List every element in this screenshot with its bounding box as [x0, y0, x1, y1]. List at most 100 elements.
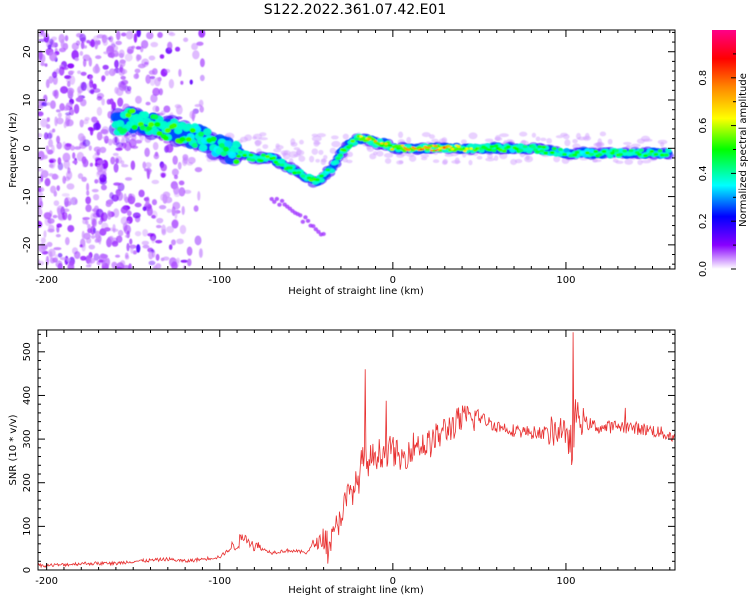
ridge-point — [380, 142, 384, 145]
noise-speckle — [290, 141, 298, 147]
ridge-point — [373, 139, 378, 143]
noise-speckle — [135, 54, 141, 62]
noise-speckle — [125, 137, 131, 143]
noise-speckle — [149, 76, 156, 87]
noise-speckle — [117, 229, 124, 237]
ridge-branch-point — [277, 202, 282, 207]
noise-speckle — [127, 85, 132, 92]
noise-speckle — [186, 246, 193, 256]
noise-speckle — [86, 190, 90, 196]
ridge-point — [422, 148, 425, 151]
noise-speckle — [160, 257, 165, 262]
noise-speckle — [280, 150, 289, 156]
noise-speckle — [115, 157, 120, 164]
noise-speckle — [64, 196, 72, 207]
noise-speckle — [80, 37, 87, 43]
noise-speckle — [641, 159, 652, 164]
noise-speckle — [66, 183, 75, 190]
snr-xlabel: Height of straight line (km) — [288, 585, 424, 596]
snr-frame — [37, 329, 676, 571]
noise-speckle — [128, 263, 132, 269]
noise-speckle — [150, 93, 158, 103]
noise-speckle — [113, 162, 119, 173]
noise-speckle — [103, 51, 110, 55]
noise-speckle — [176, 257, 181, 264]
noise-speckle — [136, 244, 141, 253]
noise-speckle — [158, 88, 163, 96]
ridge-point — [154, 121, 161, 128]
noise-speckle — [189, 110, 196, 120]
noise-speckle — [49, 100, 56, 109]
noise-speckle — [166, 225, 175, 234]
noise-speckle — [314, 141, 321, 145]
noise-speckle — [98, 235, 102, 245]
ridge-point — [350, 139, 356, 143]
noise-speckle — [75, 40, 81, 46]
noise-speckle — [124, 254, 130, 260]
noise-speckle — [193, 205, 199, 212]
noise-speckle — [125, 234, 130, 239]
ridge-point — [628, 149, 634, 153]
x-tick-label: 100 — [556, 576, 575, 587]
noise-speckle — [86, 82, 93, 92]
noise-speckle — [320, 158, 326, 166]
noise-speckle — [95, 40, 101, 46]
noise-speckle — [67, 213, 72, 221]
noise-speckle — [158, 205, 167, 210]
noise-speckle — [148, 55, 156, 61]
noise-speckle — [130, 160, 136, 171]
noise-speckle — [66, 258, 71, 262]
noise-speckle — [124, 53, 133, 62]
noise-speckle — [81, 176, 87, 182]
noise-speckle — [80, 71, 87, 76]
ridge-point — [563, 148, 570, 153]
noise-speckle — [96, 163, 104, 173]
noise-speckle — [187, 156, 196, 164]
noise-speckle — [77, 89, 82, 99]
noise-speckle — [74, 57, 79, 62]
noise-speckle — [118, 59, 126, 68]
noise-speckle — [109, 98, 114, 105]
noise-speckle — [54, 116, 58, 127]
noise-speckle — [45, 145, 49, 153]
ridge-point — [218, 142, 225, 148]
noise-speckle — [171, 261, 178, 269]
ridge-branch-point — [305, 218, 311, 223]
ridge-point — [275, 162, 281, 166]
noise-speckle — [576, 132, 581, 140]
noise-speckle — [86, 182, 90, 192]
noise-speckle — [129, 238, 133, 245]
noise-speckle — [183, 189, 192, 194]
noise-speckle — [89, 257, 96, 264]
noise-speckle — [180, 259, 189, 263]
noise-speckle — [174, 209, 178, 220]
noise-speckle — [111, 240, 119, 247]
noise-speckle — [48, 138, 54, 148]
ridge-point — [279, 163, 285, 167]
ridge-point — [597, 152, 603, 157]
y-tick-label: 200 — [22, 473, 33, 492]
noise-speckle — [582, 135, 592, 141]
noise-speckle — [156, 217, 164, 224]
ridge-point — [436, 148, 440, 151]
noise-speckle — [175, 105, 183, 115]
noise-speckle — [442, 158, 448, 165]
ridge-point — [465, 147, 469, 150]
noise-speckle — [142, 228, 149, 237]
noise-speckle — [75, 97, 84, 103]
ridge-point — [271, 156, 277, 160]
noise-speckle — [130, 145, 139, 149]
colorbar-tick-label: 0.6 — [698, 118, 709, 134]
ridge-point — [292, 171, 297, 175]
noise-speckle — [85, 264, 91, 268]
noise-speckle — [120, 160, 125, 165]
noise-speckle — [176, 238, 184, 245]
noise-speckle — [54, 254, 59, 262]
noise-speckle — [659, 141, 665, 148]
noise-speckle — [118, 49, 125, 58]
noise-speckle — [64, 237, 70, 246]
y-tick-label: 20 — [22, 45, 33, 58]
ridge-point — [562, 152, 567, 157]
noise-speckle — [62, 152, 71, 163]
